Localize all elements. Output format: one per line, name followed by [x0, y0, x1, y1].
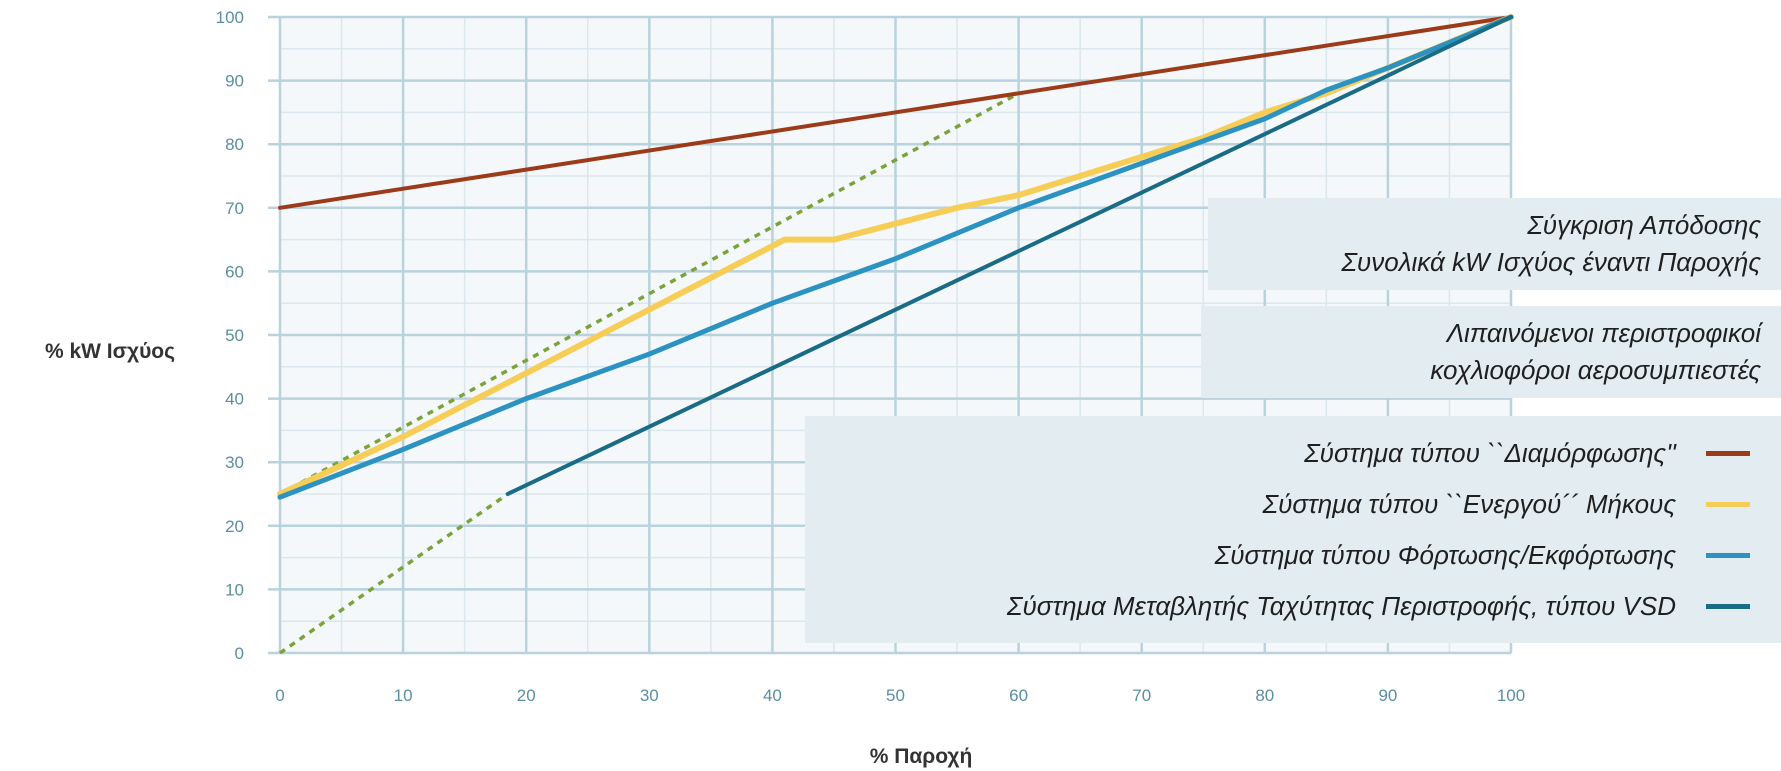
compressor-type-line-2: κοχλιοφόροι αεροσυμπιεστές: [1430, 355, 1761, 385]
legend-swatch: [1706, 502, 1750, 507]
x-tick-label: 20: [517, 686, 536, 705]
y-tick-label: 60: [225, 262, 244, 281]
legend-label: Σύστημα Μεταβλητής Ταχύτητας Περιστροφής…: [1006, 591, 1676, 621]
reference-lines: [278, 91, 1020, 655]
x-tick-label: 10: [394, 686, 413, 705]
compressor-type-panel: Λιπαινόμενοι περιστροφικοί κοχλιοφόροι α…: [1201, 306, 1781, 398]
y-axis-ticks: 0 10 20 30 40 50 60 70 80 90 100: [216, 8, 244, 663]
x-tick-label: 70: [1132, 686, 1151, 705]
x-tick-label: 40: [763, 686, 782, 705]
series-line-load-unload: [277, 14, 1514, 500]
chart-title-panel: Σύγκριση Απόδοσης Συνολικά kW Ισχύος ένα…: [1208, 198, 1781, 290]
y-tick-label: 90: [225, 72, 244, 91]
x-tick-label: 50: [886, 686, 905, 705]
y-tick-label: 100: [216, 8, 244, 27]
x-tick-label: 0: [275, 686, 284, 705]
y-tick-label: 40: [225, 390, 244, 409]
x-tick-label: 90: [1378, 686, 1397, 705]
y-tick-label: 20: [225, 517, 244, 536]
legend-swatch: [1706, 604, 1750, 609]
y-tick-label: 30: [225, 453, 244, 472]
legend-swatch: [1706, 451, 1750, 456]
legend-swatch: [1706, 553, 1750, 558]
legend-item-modulation: Σύστημα τύπου ``Διαμόρφωσης'': [805, 428, 1781, 479]
series-line-vsd: [505, 15, 1513, 496]
compressor-type-line-1: Λιπαινόμενοι περιστροφικοί: [1446, 318, 1761, 348]
x-axis-title: % Παροχή: [870, 745, 973, 768]
x-axis-ticks: 0 10 20 30 40 50 60 70 80 90 100: [275, 686, 1525, 705]
chart-subtitle: Συνολικά kW Ισχύος έναντι Παροχής: [1341, 247, 1761, 277]
legend: Σύστημα τύπου ``Διαμόρφωσης'' Σύστημα τύ…: [805, 416, 1781, 643]
x-tick-label: 80: [1255, 686, 1274, 705]
y-axis-title: % kW Ισχύος: [45, 340, 175, 363]
legend-item-load-unload: Σύστημα τύπου Φόρτωσης/Εκφόρτωσης: [805, 530, 1781, 581]
legend-label: Σύστημα τύπου ``Διαμόρφωσης'': [1304, 438, 1676, 468]
y-tick-label: 10: [225, 580, 244, 599]
chart-title: Σύγκριση Απόδοσης: [1527, 210, 1761, 240]
x-tick-label: 100: [1497, 686, 1525, 705]
series-lines: [277, 14, 1514, 500]
series-line-modulation: [278, 15, 1513, 210]
y-tick-label: 0: [235, 644, 244, 663]
reference-line: [279, 91, 1020, 496]
y-tick-label: 50: [225, 326, 244, 345]
x-tick-label: 60: [1009, 686, 1028, 705]
legend-label: Σύστημα τύπου Φόρτωσης/Εκφόρτωσης: [1214, 540, 1676, 570]
legend-label: Σύστημα τύπου ``Ενεργού´´ Μήκους: [1262, 489, 1676, 519]
y-tick-label: 80: [225, 135, 244, 154]
legend-item-variable-displacement: Σύστημα τύπου ``Ενεργού´´ Μήκους: [805, 479, 1781, 530]
x-tick-label: 30: [640, 686, 659, 705]
reference-line: [278, 492, 509, 655]
y-tick-label: 70: [225, 199, 244, 218]
legend-item-vsd: Σύστημα Μεταβλητής Ταχύτητας Περιστροφής…: [805, 581, 1781, 632]
